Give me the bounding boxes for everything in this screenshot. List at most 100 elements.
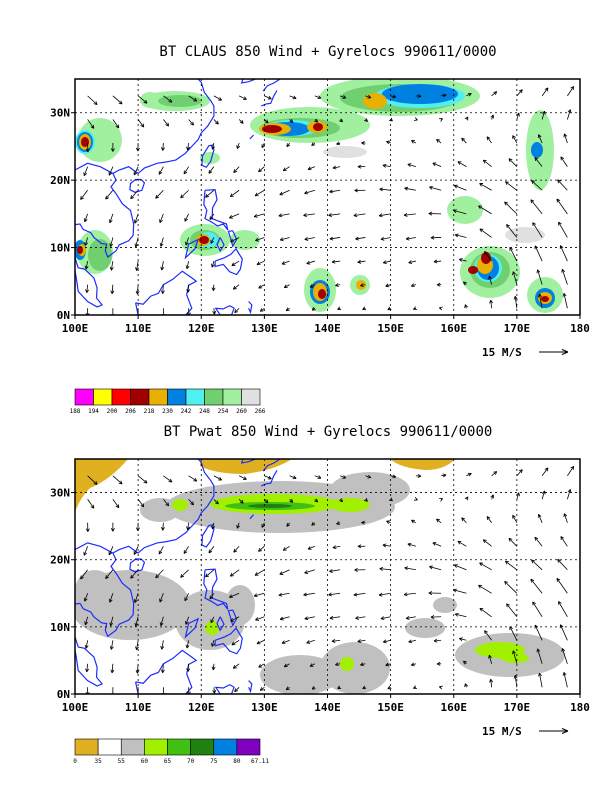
wind-vector bbox=[185, 640, 190, 649]
wind-vector bbox=[385, 662, 391, 667]
colorbar-swatch bbox=[111, 388, 131, 406]
wind-vector bbox=[84, 640, 89, 649]
x-tick-label: 170E bbox=[504, 701, 531, 714]
x-tick-label: 110E bbox=[125, 701, 152, 714]
wind-vector bbox=[281, 260, 290, 265]
wind-vector bbox=[512, 514, 518, 523]
wind-vector bbox=[80, 569, 88, 580]
wind-vector bbox=[453, 184, 467, 191]
wind-vector bbox=[436, 661, 442, 666]
y-tick-label: 10N bbox=[50, 242, 70, 255]
wind-vector bbox=[231, 260, 240, 267]
wind-vector bbox=[557, 179, 568, 191]
wind-vector bbox=[429, 565, 442, 571]
wind-vector bbox=[561, 268, 568, 285]
wind-vector bbox=[557, 558, 568, 571]
wind-vector bbox=[388, 117, 393, 122]
wind-vector bbox=[459, 637, 467, 642]
coast-segment bbox=[240, 459, 256, 464]
y-tick-label: 20N bbox=[50, 554, 70, 567]
wind-vector bbox=[84, 616, 89, 626]
wind-vector bbox=[286, 142, 291, 148]
wind-vector bbox=[405, 236, 416, 241]
wind-vector bbox=[561, 648, 568, 664]
wind-vector bbox=[209, 593, 215, 600]
wind-vector bbox=[233, 166, 240, 174]
colorbar-label: 80 bbox=[233, 758, 241, 765]
gridlines bbox=[75, 79, 580, 315]
wind-vector bbox=[137, 95, 148, 104]
wind-vector bbox=[87, 119, 95, 129]
wind-vector bbox=[516, 469, 523, 477]
wind-vector bbox=[354, 188, 366, 193]
y-tick-label: 0N bbox=[57, 688, 70, 701]
cloud-field bbox=[75, 79, 563, 313]
wind-vector bbox=[238, 475, 247, 480]
colorbar-label: 65 bbox=[164, 758, 172, 765]
wind-vector bbox=[83, 546, 88, 556]
wind-vector bbox=[403, 592, 416, 597]
wind-vector bbox=[457, 540, 467, 547]
wind-vector bbox=[379, 566, 391, 571]
colorbar-swatch bbox=[236, 738, 261, 756]
wind-vector bbox=[136, 687, 141, 694]
wind-vector bbox=[254, 189, 265, 197]
wind-vector bbox=[211, 260, 215, 268]
wind-vector bbox=[112, 95, 123, 105]
wind-vector bbox=[563, 133, 568, 144]
coast-segment bbox=[248, 301, 253, 315]
wind-vector bbox=[488, 654, 493, 664]
colorbar-swatch bbox=[213, 738, 238, 756]
wind-vector bbox=[534, 157, 543, 167]
wind-vector bbox=[112, 499, 120, 509]
wind-vector bbox=[110, 522, 115, 532]
wind-vector bbox=[159, 213, 164, 223]
wind-vector bbox=[84, 260, 89, 270]
wind-vector bbox=[361, 520, 366, 525]
colorbar-label: 194 bbox=[88, 408, 99, 415]
wind-vector bbox=[109, 237, 114, 247]
wind-vector bbox=[213, 499, 219, 505]
wind-vector bbox=[84, 237, 89, 246]
wind-vector bbox=[339, 118, 343, 123]
wind-vector bbox=[160, 663, 165, 674]
wind-vector bbox=[332, 165, 341, 170]
wind-vector bbox=[559, 624, 568, 641]
wind-vector bbox=[531, 559, 543, 571]
wind-vector bbox=[439, 306, 443, 311]
wind-vector bbox=[210, 237, 215, 244]
wind-vector bbox=[264, 498, 269, 504]
wind-vector bbox=[382, 163, 391, 168]
x-tick-label: 160E bbox=[441, 701, 468, 714]
wind-vector bbox=[231, 639, 240, 646]
wind-vector bbox=[314, 498, 319, 503]
wind-vector bbox=[504, 201, 518, 215]
vector-scale: 15 M/S bbox=[482, 725, 569, 738]
wind-vector bbox=[256, 260, 265, 266]
wind-vector bbox=[229, 592, 240, 599]
wind-vector bbox=[307, 545, 316, 550]
wind-vector bbox=[505, 560, 518, 571]
wind-vector bbox=[489, 678, 494, 688]
wind-vector bbox=[484, 251, 492, 262]
x-tick-label: 150E bbox=[377, 701, 404, 714]
wind-vector bbox=[85, 522, 90, 532]
wind-vector bbox=[186, 663, 191, 672]
wind-vector bbox=[339, 475, 347, 479]
axis-ticks: 100E 110E 120E 130E 140E 150E 160E 170E 180 0N 10N… bbox=[50, 487, 590, 714]
wind-vector bbox=[463, 281, 467, 286]
colorbar-label: 266 bbox=[255, 408, 266, 415]
wind-vector bbox=[378, 213, 391, 218]
wind-vector bbox=[279, 237, 290, 242]
coast-segment bbox=[129, 178, 146, 193]
wind-vector bbox=[404, 186, 416, 191]
wind-vector bbox=[509, 247, 518, 262]
coast-segment bbox=[75, 173, 135, 308]
wind-vector bbox=[532, 222, 543, 238]
wind-vector bbox=[541, 87, 549, 97]
wind-vector bbox=[441, 473, 447, 478]
wind-vector bbox=[159, 593, 164, 603]
wind-vector bbox=[538, 672, 543, 688]
wind-vector bbox=[80, 190, 88, 200]
